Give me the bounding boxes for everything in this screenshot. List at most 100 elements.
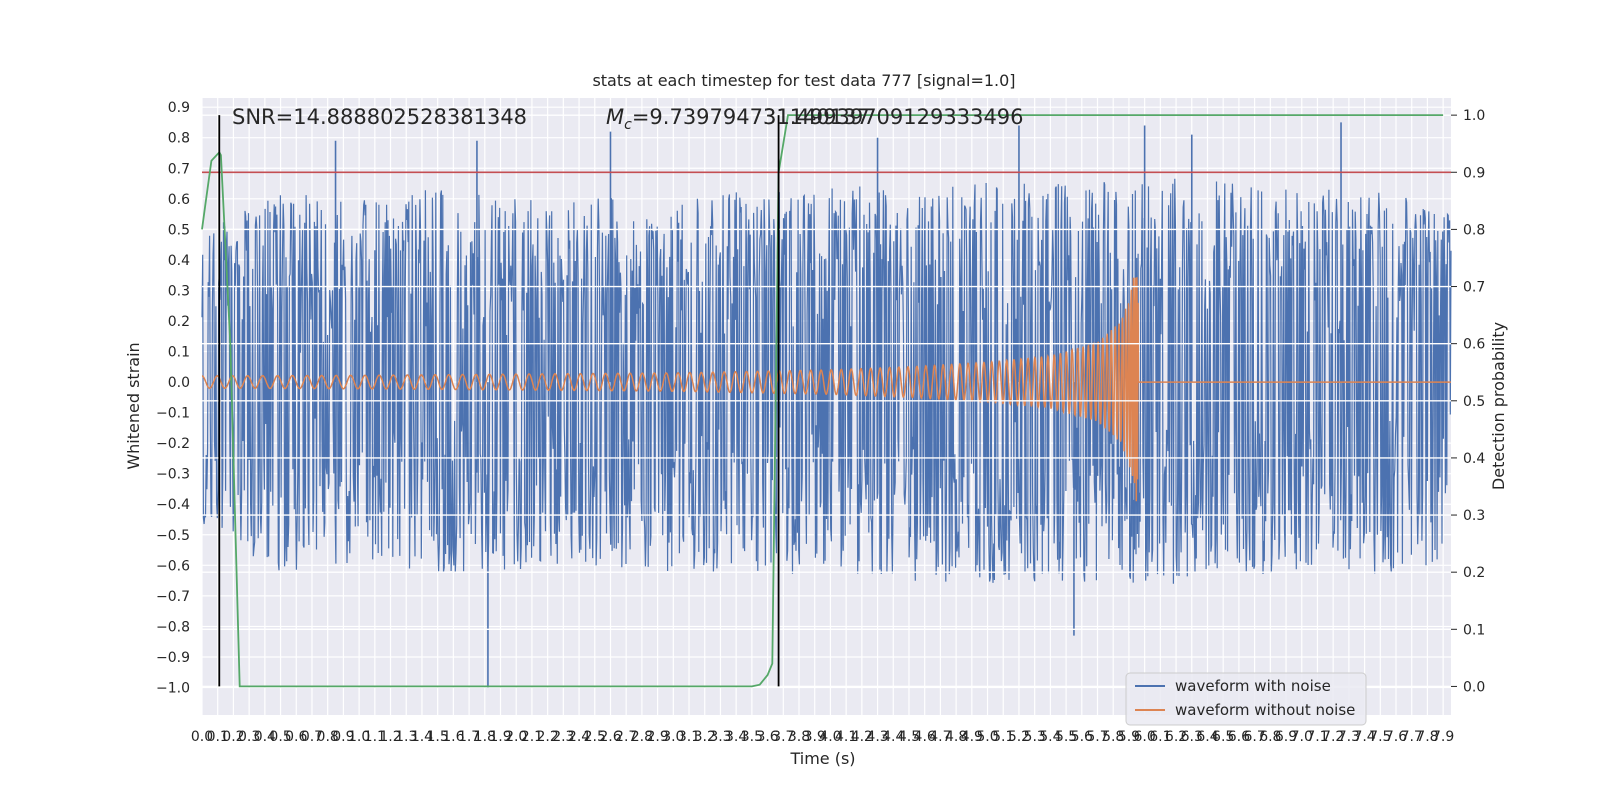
legend: waveform with noise waveform without noi…: [1125, 672, 1367, 726]
x-tick-label: 2.0: [505, 729, 527, 745]
x-tick-label: 1.8: [474, 729, 496, 745]
right-tick-label: 0.5: [1463, 394, 1485, 410]
x-tick-label: 6.0: [1134, 729, 1156, 745]
x-tick-label: 6.5: [1212, 729, 1234, 745]
y-tick-label: −0.7: [156, 589, 190, 605]
y-tick-label: 0.7: [168, 161, 190, 177]
y-tick-label: −0.3: [156, 467, 190, 483]
clean-waveform-line: [201, 277, 1451, 502]
x-tick-label: 2.4: [568, 729, 590, 745]
x-tick-label: 4.1: [835, 729, 857, 745]
x-tick-label: 0.3: [238, 729, 260, 745]
x-tick-label: 7.7: [1401, 729, 1423, 745]
x-axis: 0.00.10.20.30.40.50.60.70.80.91.01.11.21…: [191, 729, 1454, 745]
chirp-mass-value: =9.739794731140137: [632, 105, 870, 129]
overlap-annotation: 31.49939709129333496: [763, 105, 1024, 129]
x-tick-label: 0.0: [191, 729, 213, 745]
right-tick-label: 0.9: [1463, 165, 1485, 181]
x-tick-label: 5.0: [976, 729, 998, 745]
x-tick-label: 7.1: [1306, 729, 1328, 745]
noise-waveform-line: [201, 178, 1452, 584]
x-tick-label: 6.4: [1196, 729, 1218, 745]
right-tick-label: 0.1: [1463, 622, 1485, 638]
x-tick-label: 5.9: [1118, 729, 1140, 745]
x-tick-label: 3.8: [788, 729, 810, 745]
x-tick-label: 3.4: [725, 729, 747, 745]
x-tick-label: 0.6: [285, 729, 307, 745]
legend-label-clean: waveform without noise: [1175, 701, 1355, 719]
chirp-mass-symbol: M: [606, 105, 624, 129]
series-waveform-with-noise: [201, 122, 1452, 688]
right-tick-label: 0.4: [1463, 451, 1485, 467]
x-tick-label: 5.5: [1055, 729, 1077, 745]
x-tick-label: 3.0: [662, 729, 684, 745]
x-tick-label: 0.1: [207, 729, 229, 745]
x-tick-label: 2.5: [584, 729, 606, 745]
x-tick-label: 3.2: [694, 729, 716, 745]
y-tick-label: 0.8: [168, 131, 190, 147]
y-tick-label: 0.1: [168, 345, 190, 361]
y-axis-label: Whitened strain: [124, 342, 143, 469]
y-axis-right-label: Detection probability: [1489, 322, 1508, 490]
x-tick-label: 0.2: [222, 729, 244, 745]
y-tick-label: 0.2: [168, 314, 190, 330]
x-tick-label: 4.0: [819, 729, 841, 745]
x-tick-label: 5.1: [992, 729, 1014, 745]
x-tick-label: 7.8: [1416, 729, 1438, 745]
x-tick-label: 7.5: [1369, 729, 1391, 745]
y-tick-label: 0.0: [168, 375, 190, 391]
y-tick-label: −0.8: [156, 619, 190, 635]
x-tick-label: 0.4: [254, 729, 276, 745]
x-tick-label: 0.7: [301, 729, 323, 745]
x-tick-label: 7.6: [1385, 729, 1407, 745]
x-tick-label: 3.9: [804, 729, 826, 745]
right-tick-label: 0.8: [1463, 222, 1485, 238]
vertical-markers: [218, 115, 780, 687]
x-tick-label: 4.5: [898, 729, 920, 745]
x-tick-label: 1.1: [364, 729, 386, 745]
y-tick-label: 0.3: [168, 283, 190, 299]
x-tick-label: 4.7: [929, 729, 951, 745]
right-tick-label: 0.7: [1463, 280, 1485, 296]
y-tick-label: 0.6: [168, 192, 190, 208]
x-tick-label: 4.2: [851, 729, 873, 745]
x-tick-label: 6.8: [1259, 729, 1281, 745]
x-tick-label: 0.5: [269, 729, 291, 745]
x-tick-label: 1.4: [411, 729, 433, 745]
x-tick-label: 2.2: [537, 729, 559, 745]
x-tick-label: 5.7: [1086, 729, 1108, 745]
x-tick-label: 6.3: [1181, 729, 1203, 745]
x-tick-label: 1.9: [489, 729, 511, 745]
x-tick-label: 4.8: [945, 729, 967, 745]
x-tick-label: 1.5: [427, 729, 449, 745]
x-tick-label: 5.3: [1024, 729, 1046, 745]
x-tick-label: 1.6: [442, 729, 464, 745]
x-tick-label: 5.2: [1008, 729, 1030, 745]
x-tick-label: 3.3: [709, 729, 731, 745]
right-tick-label: 0.6: [1463, 337, 1485, 353]
y-axis-left: −1.0 −0.9 −0.8 −0.7 −0.6 −0.5 −0.4 −0.3 −0.2 −0.1…: [156, 100, 190, 696]
x-axis-label: Time (s): [789, 749, 855, 768]
x-tick-label: 0.8: [317, 729, 339, 745]
x-tick-label: 7.9: [1432, 729, 1454, 745]
x-tick-label: 6.1: [1149, 729, 1171, 745]
x-tick-label: 6.9: [1275, 729, 1297, 745]
snr-annotation: SNR=14.888802528381348: [232, 105, 527, 129]
x-tick-label: 2.6: [599, 729, 621, 745]
y-tick-label: −0.2: [156, 436, 190, 452]
y-tick-label: 0.9: [168, 100, 190, 116]
x-tick-label: 6.7: [1243, 729, 1265, 745]
x-tick-label: 5.8: [1102, 729, 1124, 745]
x-tick-label: 1.3: [395, 729, 417, 745]
x-tick-label: 4.6: [914, 729, 936, 745]
series-waveform-without-noise: [201, 277, 1451, 502]
x-tick-label: 1.7: [458, 729, 480, 745]
x-tick-label: 3.1: [678, 729, 700, 745]
y-tick-label: 0.4: [168, 253, 190, 269]
x-tick-label: 7.4: [1353, 729, 1375, 745]
x-tick-label: 1.2: [379, 729, 401, 745]
right-tick-label: 0.0: [1463, 679, 1485, 695]
y-tick-label: 0.5: [168, 222, 190, 238]
